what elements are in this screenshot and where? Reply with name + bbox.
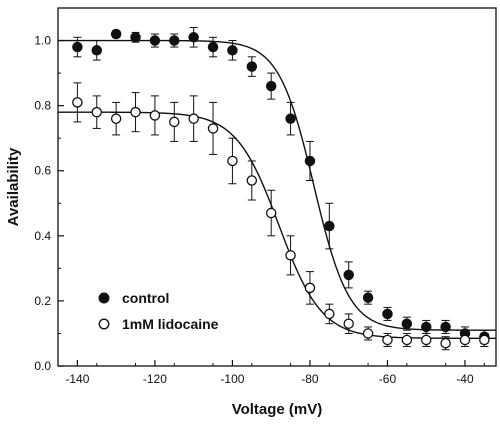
- data-point-control: [362, 292, 374, 303]
- y-axis-title: Availability: [5, 147, 22, 226]
- data-point-control: [110, 28, 122, 40]
- data-point-lidocaine: [110, 113, 122, 124]
- data-points: [72, 27, 490, 351]
- legend-label-control: control: [122, 290, 169, 306]
- data-point-lidocaine: [324, 308, 335, 320]
- data-point-lidocaine: [207, 123, 219, 134]
- x-tick-label: -120: [143, 372, 167, 386]
- data-point-control: [285, 113, 296, 124]
- y-tick-label: 0.4: [34, 229, 51, 243]
- y-tick-label: 0.0: [34, 359, 51, 373]
- legend-marker-lidocaine: [98, 318, 110, 330]
- y-axis: 0.0 0.2 0.4 0.6 0.8 1.0: [34, 34, 64, 373]
- data-point-control: [343, 269, 354, 281]
- data-point-lidocaine: [382, 334, 393, 346]
- data-point-control: [207, 41, 219, 53]
- data-point-lidocaine: [459, 334, 471, 346]
- data-point-lidocaine: [420, 334, 432, 346]
- y-tick-label: 0.2: [34, 294, 51, 308]
- x-tick-label: -100: [220, 372, 244, 386]
- data-point-control: [91, 45, 103, 56]
- data-point-control: [188, 32, 199, 43]
- data-point-control: [440, 321, 451, 333]
- y-tick-label: 0.8: [34, 99, 51, 113]
- x-axis-title: Voltage (mV): [232, 401, 323, 418]
- x-tick-label: -140: [65, 372, 89, 386]
- data-point-lidocaine: [440, 337, 451, 349]
- data-point-lidocaine: [265, 207, 277, 219]
- data-point-control: [382, 308, 393, 320]
- data-point-lidocaine: [72, 97, 83, 108]
- fit-curve-control: [58, 39, 496, 331]
- data-point-control: [420, 321, 432, 333]
- data-point-control: [401, 318, 413, 329]
- data-point-control: [246, 61, 258, 72]
- data-point-lidocaine: [149, 110, 161, 121]
- data-point-control: [149, 35, 161, 46]
- data-point-lidocaine: [362, 328, 374, 339]
- legend-label-lidocaine: 1mM lidocaine: [122, 316, 219, 332]
- data-point-lidocaine: [304, 282, 316, 294]
- data-point-lidocaine: [479, 334, 490, 346]
- plot-frame: [57, 7, 497, 367]
- data-point-lidocaine: [343, 318, 354, 329]
- x-axis: -140 -120 -100 -80 -60 -40: [57, 360, 485, 386]
- legend-marker-control: [98, 292, 110, 304]
- data-point-control: [324, 220, 335, 232]
- data-point-lidocaine: [285, 250, 296, 261]
- data-point-control: [227, 45, 238, 56]
- x-tick-label: -40: [456, 372, 474, 386]
- data-point-control: [130, 32, 141, 43]
- y-tick-label: 1.0: [34, 34, 51, 48]
- legend: control 1mM lidocaine: [98, 290, 219, 332]
- x-tick-label: -60: [379, 372, 397, 386]
- data-point-control: [265, 80, 277, 92]
- data-point-lidocaine: [227, 155, 238, 167]
- data-point-lidocaine: [188, 113, 199, 124]
- y-tick-label: 0.6: [34, 164, 51, 178]
- x-tick-label: -80: [301, 372, 319, 386]
- data-point-lidocaine: [401, 334, 413, 346]
- data-point-lidocaine: [246, 175, 258, 186]
- data-point-lidocaine: [130, 106, 141, 118]
- data-point-control: [72, 41, 83, 53]
- data-point-control: [169, 35, 180, 46]
- data-point-control: [304, 155, 316, 167]
- data-point-lidocaine: [91, 106, 103, 118]
- data-point-lidocaine: [169, 116, 180, 128]
